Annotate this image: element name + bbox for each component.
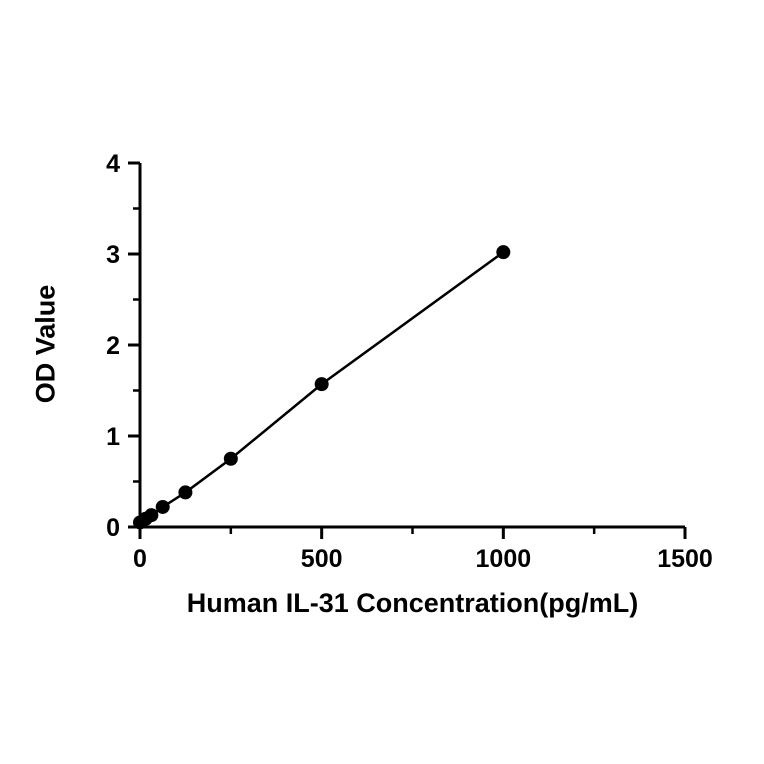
y-axis-label: OD Value: [30, 284, 61, 404]
data-point: [223, 451, 238, 466]
data-point: [496, 245, 511, 260]
x-tick-label: 0: [133, 545, 147, 573]
x-tick-label: 1500: [657, 545, 713, 573]
x-tick-label: 500: [301, 545, 343, 573]
data-point: [178, 485, 193, 500]
data-point: [144, 508, 159, 523]
x-axis-label: Human IL-31 Concentration(pg/mL): [186, 588, 639, 618]
y-tick-label: 4: [106, 150, 120, 178]
x-tick-label: 1000: [476, 545, 532, 573]
y-tick-label: 2: [106, 332, 120, 360]
y-tick-label: 0: [106, 514, 120, 542]
y-tick-label: 3: [106, 241, 120, 269]
y-tick-label: 1: [106, 423, 120, 451]
data-point: [155, 499, 170, 514]
data-point: [314, 377, 329, 392]
